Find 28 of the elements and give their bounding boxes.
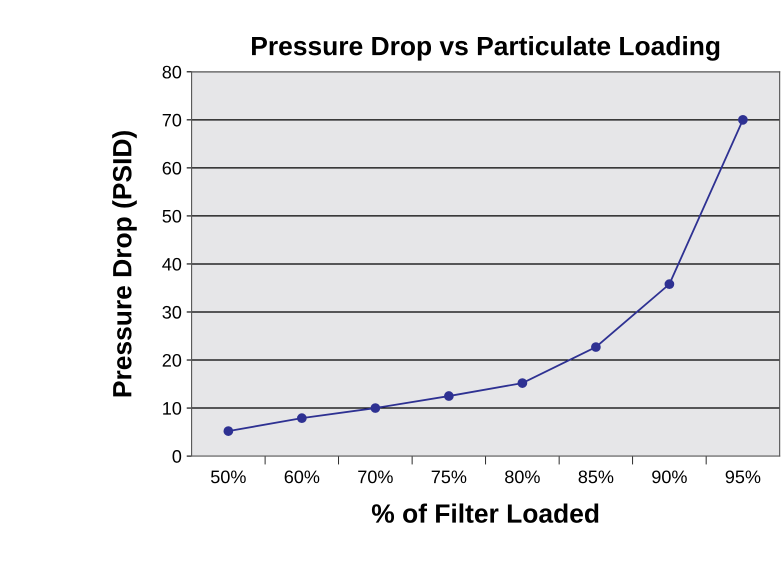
point <box>296 413 307 424</box>
y-tick-label: 80 <box>162 66 182 79</box>
y-tick-label: 20 <box>162 354 182 367</box>
x-tick-label: 80% <box>505 470 540 484</box>
y-tick-label: 50 <box>162 210 182 223</box>
x-tick-label: 85% <box>578 470 614 484</box>
point <box>591 342 601 352</box>
y-tick-label: 70 <box>162 114 182 127</box>
x-tick-label: 50% <box>211 470 246 484</box>
y-tick-label: 30 <box>162 306 182 319</box>
point <box>518 378 528 388</box>
x-tick-label: 60% <box>284 470 320 484</box>
point <box>664 279 674 289</box>
y-tick-label: 0 <box>172 450 182 463</box>
x-tick-label: 95% <box>726 470 760 484</box>
point <box>738 114 748 125</box>
chart-title: Pressure Drop vs Particulate Loading <box>252 36 720 61</box>
point <box>370 403 380 413</box>
y-tick-label: 10 <box>163 402 182 415</box>
y-tick-label: 60 <box>162 162 182 175</box>
x-axis-title: % of Filter Loaded <box>372 503 598 523</box>
x-tick-label: 90% <box>652 470 687 484</box>
y-tick-label: 40 <box>162 258 182 271</box>
x-tick-label: 75% <box>432 470 466 484</box>
point <box>444 391 454 401</box>
y-axis-title: Pressure Drop (PSID) <box>112 131 137 396</box>
x-tick-label: 70% <box>358 470 393 484</box>
point <box>223 426 234 436</box>
